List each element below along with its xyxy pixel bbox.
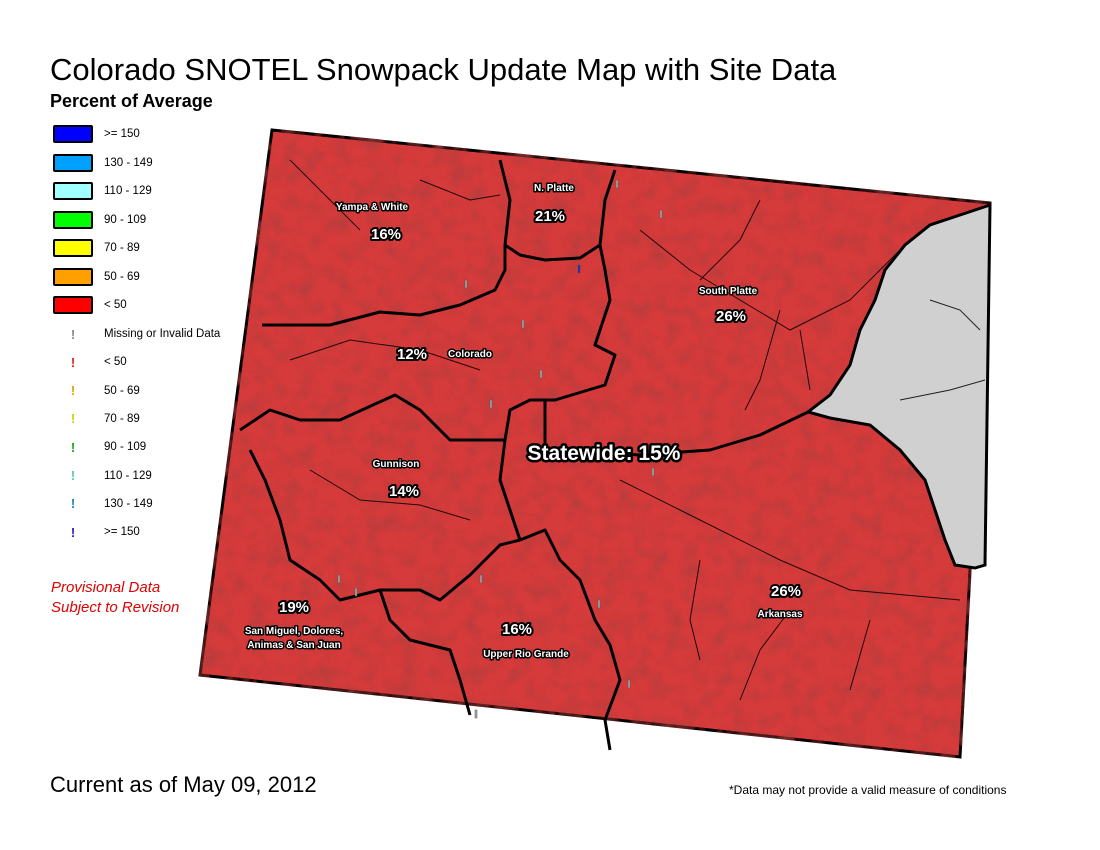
map-title: Colorado SNOTEL Snowpack Update Map with… — [50, 52, 837, 87]
site-marker-icon: ! — [70, 524, 76, 540]
legend-label: 70 - 89 — [104, 412, 140, 425]
basin-name: N. Platte — [534, 183, 574, 194]
basin-name: San Miguel, Dolores, — [245, 626, 344, 637]
legend-site-5: ! 110 - 129 — [53, 465, 152, 487]
legend-label: 50 - 69 — [104, 270, 140, 283]
legend-swatch — [53, 182, 93, 200]
legend-basin-1: 130 - 149 — [53, 152, 153, 174]
legend-site-3: ! 70 - 89 — [53, 408, 140, 430]
basin-percent: 14% — [389, 483, 419, 500]
basin-name: Upper Rio Grande — [483, 649, 569, 660]
basin-labels: Yampa & White 16% N. Platte 21% South Platte… — [243, 182, 804, 662]
no-data-region — [804, 202, 992, 570]
basin-percent: 16% — [502, 621, 532, 638]
legend-swatch — [53, 267, 93, 286]
legend-label: 130 - 149 — [104, 156, 153, 169]
legend-basin-5: 50 - 69 — [53, 266, 140, 288]
legend-site-6: ! 130 - 149 — [53, 493, 153, 515]
legend-basin-0: >= 150 — [53, 123, 140, 145]
legend-label: >= 150 — [104, 526, 140, 539]
provisional-note: Provisional Data Subject to Revision — [51, 578, 179, 618]
basin-percent: 26% — [771, 583, 801, 600]
legend-site-4: ! 90 - 109 — [53, 436, 146, 458]
legend-swatch — [53, 125, 93, 143]
basin-name: South Platte — [699, 286, 758, 297]
site-marker-icon: ! — [70, 354, 76, 370]
legend-basin-2: 110 - 129 — [53, 180, 152, 202]
legend-label: 110 - 129 — [104, 469, 152, 482]
legend-swatch — [53, 239, 93, 257]
legend-label: 90 - 109 — [104, 213, 147, 226]
site-marker-icon: ! — [70, 439, 76, 455]
site-marker-icon: ! — [70, 326, 76, 342]
legend-site-1: ! < 50 — [53, 351, 127, 373]
basin-name: Colorado — [448, 349, 492, 360]
legend-label: 50 - 69 — [104, 384, 140, 397]
provisional-line1: Provisional Data — [51, 579, 161, 596]
site-marker-icon: ! — [70, 411, 76, 427]
basin-percent: 21% — [535, 208, 565, 225]
legend-swatch — [53, 153, 93, 172]
basin-name: Yampa & White — [336, 202, 409, 213]
legend-label: 90 - 109 — [104, 441, 147, 454]
legend-label: Missing or Invalid Data — [104, 328, 221, 340]
legend-label: >= 150 — [104, 128, 140, 140]
legend-basin-3: 90 - 109 — [53, 209, 146, 231]
site-markers — [337, 179, 663, 719]
legend-label: 70 - 89 — [104, 242, 140, 254]
legend-basin-6: < 50 — [53, 294, 127, 316]
statewide-label: Statewide: 15% — [528, 442, 681, 465]
basin-percent: 26% — [716, 308, 746, 325]
basin-boundaries — [239, 159, 809, 751]
basin-name: Gunnison — [373, 459, 420, 470]
rivers — [289, 159, 986, 701]
state-outline — [198, 128, 992, 759]
legend-label: 130 - 149 — [104, 497, 153, 510]
legend-site-7: ! >= 150 — [53, 521, 140, 543]
legend-site-0: ! Missing or Invalid Data — [53, 323, 221, 345]
provisional-line2: Subject to Revision — [51, 599, 180, 616]
legend-label: < 50 — [104, 299, 127, 311]
site-marker-icon: ! — [70, 468, 76, 483]
site-marker-icon: ! — [70, 496, 76, 512]
current-date: Current as of May 09, 2012 — [50, 772, 317, 797]
basin-name: Arkansas — [757, 609, 802, 620]
legend-site-2: ! 50 - 69 — [53, 380, 140, 402]
footnote: *Data may not provide a valid measure of… — [729, 783, 1007, 797]
legend-swatch — [53, 210, 93, 229]
basin-percent: 16% — [371, 226, 401, 243]
legend-label: < 50 — [104, 356, 127, 369]
site-marker-icon: ! — [70, 383, 76, 399]
legend-swatch — [53, 296, 93, 314]
legend-label: 110 - 129 — [104, 185, 152, 197]
map-subtitle: Percent of Average — [50, 91, 213, 111]
basin-percent: 19% — [279, 599, 309, 616]
basin-name: Animas & San Juan — [247, 640, 340, 651]
basin-percent: 12% — [397, 346, 427, 363]
legend-basin-4: 70 - 89 — [53, 237, 140, 259]
